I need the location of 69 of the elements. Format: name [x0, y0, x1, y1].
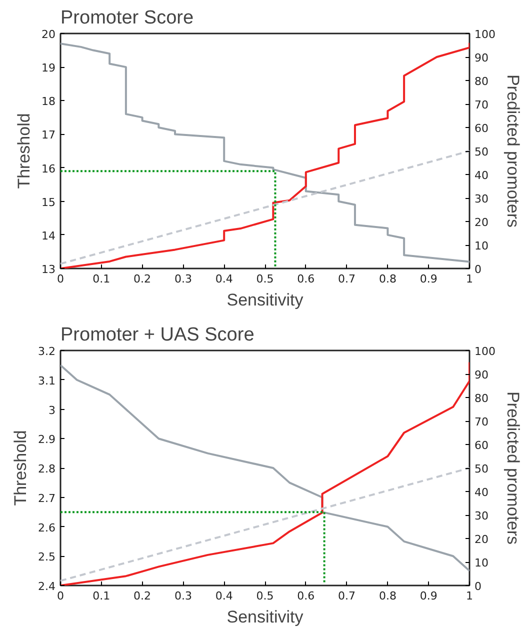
y-tick-label: 18 — [42, 95, 56, 108]
y-tick-label: 2.4 — [38, 580, 56, 593]
y2-tick-label: 20 — [474, 216, 488, 229]
y2-tick-label: 80 — [474, 392, 488, 405]
y2-tick-label: 90 — [474, 52, 488, 64]
x-tick-label: 0.5 — [256, 590, 274, 602]
y2-tick-label: 10 — [474, 240, 488, 252]
x-tick-label: 0.3 — [174, 590, 192, 602]
x-tick-label: 0 — [57, 272, 64, 286]
x-tick-label: 0.5 — [256, 272, 274, 286]
y2-tick-label: 30 — [474, 192, 488, 206]
y-tick-label: 2.9 — [38, 433, 56, 446]
x-tick-label: 0.1 — [92, 272, 110, 286]
y2-tick-label: 90 — [474, 368, 488, 382]
y2-axis-title: Predicted promoters — [503, 391, 522, 545]
x-tick-label: 0.4 — [215, 590, 233, 602]
x-tick-label: 0.6 — [297, 590, 315, 602]
x-tick-label: 0 — [57, 590, 64, 602]
x-axis-title: Sensitivity — [226, 290, 304, 310]
x-tick-label: 0.2 — [134, 272, 152, 286]
y2-tick-label: 10 — [474, 556, 488, 570]
y2-axis-title: Predicted promoters — [503, 74, 522, 228]
y2-tick-label: 50 — [474, 146, 488, 158]
y2-tick-label: 0 — [474, 580, 482, 593]
x-tick-label: 0.2 — [134, 590, 152, 602]
y-tick-label: 2.6 — [38, 521, 56, 534]
y2-tick-label: 60 — [474, 439, 488, 452]
y2-tick-label: 60 — [474, 122, 488, 135]
y2-tick-label: 0 — [474, 263, 482, 276]
y-tick-label: 3.1 — [38, 374, 56, 388]
y-tick-label: 3.2 — [38, 345, 56, 358]
x-tick-label: 0.1 — [92, 590, 110, 602]
x-tick-label: 0.9 — [420, 272, 438, 286]
x-tick-label: 1 — [466, 590, 473, 602]
y2-tick-label: 80 — [474, 75, 488, 88]
y-axis-title: Threshold — [11, 430, 30, 506]
y2-tick-label: 30 — [474, 510, 488, 522]
y2-tick-label: 40 — [474, 169, 488, 182]
x-tick-label: 0.4 — [215, 272, 233, 286]
y-tick-label: 3 — [48, 404, 56, 417]
x-tick-label: 0.7 — [338, 590, 356, 602]
x-tick-label: 0.8 — [378, 272, 396, 286]
y2-tick-label: 20 — [474, 533, 488, 546]
y-tick-label: 16 — [42, 162, 56, 176]
y-tick-label: 2.5 — [38, 550, 56, 564]
y-tick-label: 19 — [42, 62, 56, 75]
y-tick-label: 2.8 — [38, 462, 56, 476]
y-tick-label: 20 — [42, 28, 56, 41]
y2-tick-label: 50 — [474, 462, 488, 476]
y-tick-label: 13 — [42, 263, 56, 276]
y-axis-title: Threshold — [14, 113, 34, 189]
y-tick-label: 15 — [42, 196, 56, 209]
y2-tick-label: 100 — [474, 28, 496, 41]
y-tick-label: 14 — [42, 229, 56, 242]
chart-title: Promoter + UAS Score — [60, 324, 254, 346]
y-tick-label: 17 — [42, 128, 56, 142]
x-tick-label: 0.7 — [338, 272, 356, 286]
x-axis-title: Sensitivity — [226, 608, 304, 626]
y2-tick-label: 40 — [474, 486, 488, 499]
x-tick-label: 1 — [466, 272, 473, 286]
y2-tick-label: 70 — [474, 416, 488, 428]
x-tick-label: 0.9 — [420, 590, 438, 602]
y2-tick-label: 100 — [474, 345, 496, 358]
x-tick-label: 0.8 — [378, 590, 396, 602]
y-tick-label: 2.7 — [38, 492, 56, 505]
x-tick-label: 0.6 — [297, 272, 315, 286]
x-tick-label: 0.3 — [174, 272, 192, 286]
y2-tick-label: 70 — [474, 98, 488, 112]
chart-title: Promoter Score — [60, 8, 194, 28]
